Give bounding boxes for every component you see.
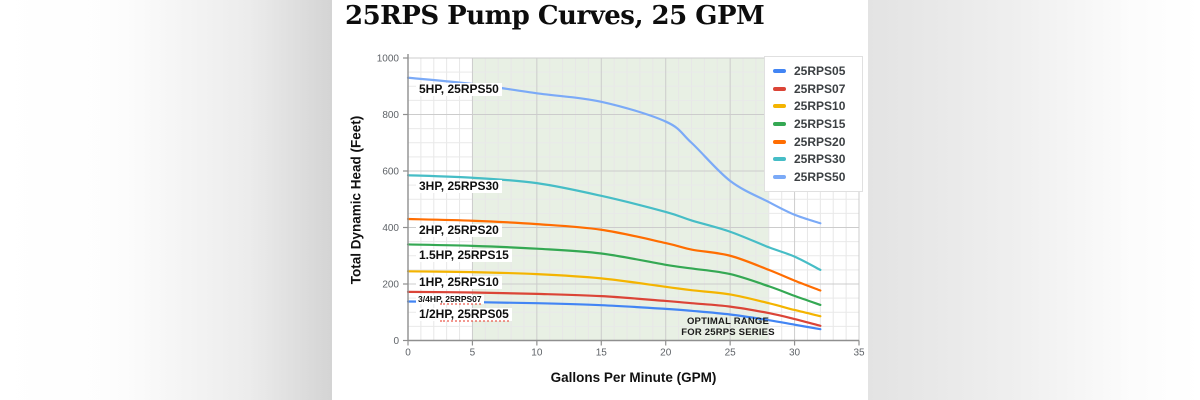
- curve-callout-25RPS05: 1/2HP, 25RPS05: [416, 307, 512, 322]
- x-tick-label: 25: [725, 348, 737, 359]
- curve-callout-25RPS50: 5HP, 25RPS50: [416, 82, 502, 96]
- legend-item-25RPS30: 25RPS30: [773, 150, 854, 168]
- legend-item-25RPS10: 25RPS10: [773, 97, 854, 115]
- page-margin-right: [868, 0, 1200, 400]
- x-tick-label: 30: [789, 348, 801, 359]
- curve-callout-25RPS20: 2HP, 25RPS20: [416, 224, 502, 238]
- legend-swatch-25RPS15: [773, 121, 786, 126]
- legend-swatch-25RPS10: [773, 104, 786, 109]
- legend-item-25RPS20: 25RPS20: [773, 133, 854, 151]
- chart-panel: 25RPS Pump Curves, 25 GPM 0 200 400 600 800 1…: [332, 0, 868, 400]
- x-tick-label: 10: [531, 348, 543, 359]
- optimal-range-line2: FOR 25RPS SERIES: [681, 327, 775, 338]
- legend-label-25RPS07: 25RPS07: [794, 81, 846, 96]
- legend-label-25RPS50: 25RPS50: [794, 169, 846, 184]
- curve-25RPS05: [406, 300, 822, 331]
- curve-callout-25RPS15: 1.5HP, 25RPS15: [416, 249, 512, 263]
- y-tick-label: 200: [382, 280, 399, 291]
- legend-label-25RPS05: 25RPS05: [794, 63, 846, 78]
- y-tick-label: 800: [382, 110, 399, 121]
- y-tick-label: 600: [382, 167, 399, 178]
- page-margin-left: [0, 0, 332, 400]
- x-tick-label: 5: [470, 348, 476, 359]
- legend-item-25RPS05: 25RPS05: [773, 62, 854, 80]
- legend-item-25RPS50: 25RPS50: [773, 168, 854, 186]
- legend-label-25RPS15: 25RPS15: [794, 116, 846, 131]
- curve-callout-25RPS07: 3/4HP, 25RPS07: [416, 293, 484, 305]
- legend-swatch-25RPS07: [773, 86, 786, 91]
- optimal-range-annotation: OPTIMAL RANGE FOR 25RPS SERIES: [662, 316, 794, 338]
- curve-25RPS10: [406, 270, 822, 318]
- x-tick-label: 15: [596, 348, 608, 359]
- legend-label-25RPS30: 25RPS30: [794, 152, 846, 167]
- curve-callout-25RPS30: 3HP, 25RPS30: [416, 180, 502, 194]
- legend-swatch-25RPS50: [773, 174, 786, 179]
- chart-title: 25RPS Pump Curves, 25 GPM: [345, 1, 765, 31]
- legend-swatch-25RPS05: [773, 68, 786, 73]
- x-tick-label: 35: [853, 348, 865, 359]
- x-axis-title: Gallons Per Minute (GPM): [550, 370, 717, 385]
- curve-25RPS30: [406, 174, 822, 271]
- pump-curves-chart[interactable]: 0 200 400 600 800 1000 0 5 10 15 20 25 30 35: [332, 0, 868, 400]
- legend-swatch-25RPS20: [773, 139, 786, 144]
- legend-label-25RPS10: 25RPS10: [794, 99, 846, 114]
- y-tick-label: 400: [382, 223, 399, 234]
- chart-legend: 25RPS05 25RPS07 25RPS10 25RPS15 25RPS20 25RPS…: [764, 56, 863, 192]
- optimal-range-line1: OPTIMAL RANGE: [686, 316, 770, 327]
- y-tick-label: 0: [393, 336, 399, 347]
- legend-swatch-25RPS30: [773, 157, 786, 162]
- curve-25RPS07: [406, 290, 822, 327]
- x-tick-label: 0: [405, 348, 411, 359]
- legend-item-25RPS07: 25RPS07: [773, 80, 854, 98]
- legend-label-25RPS20: 25RPS20: [794, 134, 846, 149]
- x-tick-label: 20: [660, 348, 672, 359]
- curve-callout-25RPS10: 1HP, 25RPS10: [416, 276, 502, 290]
- curve-25RPS20: [406, 217, 822, 292]
- y-tick-label: 1000: [377, 54, 400, 65]
- y-axis-title: Total Dynamic Head (Feet): [348, 115, 364, 285]
- curve-25RPS15: [406, 243, 822, 307]
- legend-item-25RPS15: 25RPS15: [773, 115, 854, 133]
